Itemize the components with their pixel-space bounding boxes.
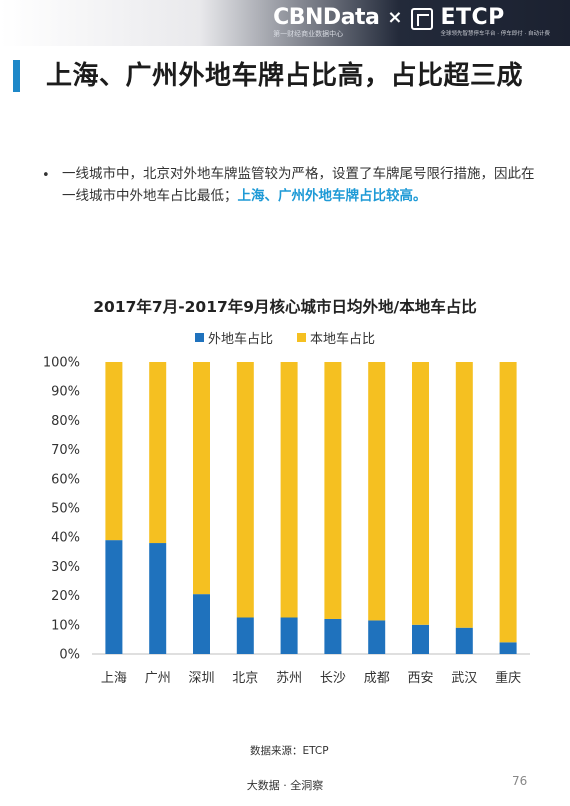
x-tick-label: 重庆 — [495, 670, 521, 686]
y-tick-label: 0% — [59, 648, 80, 663]
y-tick-label: 90% — [51, 385, 80, 400]
data-source: 数据来源：ETCP — [250, 745, 329, 757]
y-tick-label: 70% — [51, 443, 80, 458]
x-tick-label: 长沙 — [320, 671, 346, 686]
x-tick-label: 广州 — [145, 671, 171, 686]
legend-label-local: 本地车占比 — [310, 332, 376, 347]
bar-nonlocal — [236, 617, 254, 654]
bar-local — [193, 362, 210, 595]
bullet-marker: • — [42, 168, 50, 183]
brand-separator: × — [387, 7, 403, 28]
bar-nonlocal — [499, 642, 517, 654]
bar-nonlocal — [280, 617, 298, 654]
bullet-highlight: 上海、广州外地车牌占比较高。 — [237, 188, 427, 204]
bar-local — [455, 362, 473, 628]
y-tick-label: 60% — [51, 472, 80, 487]
y-tick-label: 30% — [51, 560, 80, 575]
x-tick-label: 苏州 — [276, 670, 302, 686]
bar-local — [368, 362, 386, 621]
cbndata-logo: CBNData 第一财经商业数据中心 — [273, 5, 380, 39]
bar-nonlocal — [324, 618, 342, 654]
bar-nonlocal — [105, 540, 123, 654]
chart-title: 2017年7月-2017年9月核心城市日均外地/本地车占比 — [93, 298, 477, 316]
x-tick-label: 西安 — [407, 671, 433, 686]
legend-swatch-local — [297, 333, 306, 342]
etcp-logo-icon — [410, 8, 433, 30]
x-tick-label: 深圳 — [188, 671, 214, 686]
legend-item-nonlocal: 外地车占比 — [194, 328, 273, 347]
page-number: 76 — [512, 774, 528, 788]
cbndata-wordmark: CBNData — [273, 5, 380, 30]
bar-local — [412, 362, 429, 625]
x-tick-label: 上海 — [101, 671, 127, 686]
bar-nonlocal — [455, 627, 473, 654]
brand-logos: CBNData 第一财经商业数据中心 × ETCP 全球领先智慧停车平台 · 停… — [273, 6, 550, 39]
x-tick-label: 武汉 — [451, 671, 477, 686]
y-tick-label: 100% — [43, 356, 80, 371]
bar-nonlocal — [149, 543, 167, 654]
title-accent-bar — [13, 60, 20, 92]
y-tick-label: 80% — [51, 414, 80, 429]
etcp-wordmark: ETCP — [440, 5, 505, 30]
legend-item-local: 本地车占比 — [297, 328, 375, 347]
header-banner: CBNData 第一财经商业数据中心 × ETCP 全球领先智慧停车平台 · 停… — [0, 0, 570, 46]
chart-legend: 外地车占比 本地车占比 — [0, 328, 570, 347]
bar-nonlocal — [368, 620, 386, 654]
y-tick-label: 20% — [51, 589, 80, 604]
bar-local — [236, 362, 254, 618]
bar-local — [499, 362, 517, 643]
etcp-tagline: 全球领先智慧停车平台 · 停车即付 · 自动计费 — [440, 31, 551, 37]
etcp-logo: ETCP 全球领先智慧停车平台 · 停车即付 · 自动计费 — [441, 6, 551, 39]
bullet-text: 一线城市中，北京对外地车牌监管较为严格，设置了车牌尾号限行措施，因此在一线城市中… — [62, 166, 535, 204]
cbndata-tagline: 第一财经商业数据中心 — [273, 30, 344, 38]
page-title: 上海、广州外地车牌占比高，占比超三成 — [46, 61, 524, 91]
bar-local — [280, 362, 298, 618]
stacked-bar-chart: 0% 10% 20% 30% 40% 50% 60% 70% 80% 90% 100% 上海 广州 深圳 北… — [43, 356, 530, 686]
bar-nonlocal — [412, 624, 429, 654]
y-tick-label: 10% — [51, 618, 80, 633]
y-tick-label: 40% — [51, 531, 80, 546]
x-tick-label: 成都 — [364, 671, 390, 686]
legend-swatch-nonlocal — [194, 333, 204, 342]
bar-local — [149, 362, 167, 544]
bullet-paragraph: 一线城市中，北京对外地车牌监管较为严格，设置了车牌尾号限行措施，因此在一线城市中… — [62, 163, 540, 207]
bar-nonlocal — [193, 594, 210, 654]
y-tick-label: 50% — [51, 502, 80, 517]
bar-local — [324, 362, 342, 619]
x-tick-label: 北京 — [232, 671, 258, 686]
bar-local — [105, 362, 123, 541]
legend-label-nonlocal: 外地车占比 — [207, 332, 273, 347]
footer-slogan: 大数据 · 全洞察 — [246, 779, 324, 792]
